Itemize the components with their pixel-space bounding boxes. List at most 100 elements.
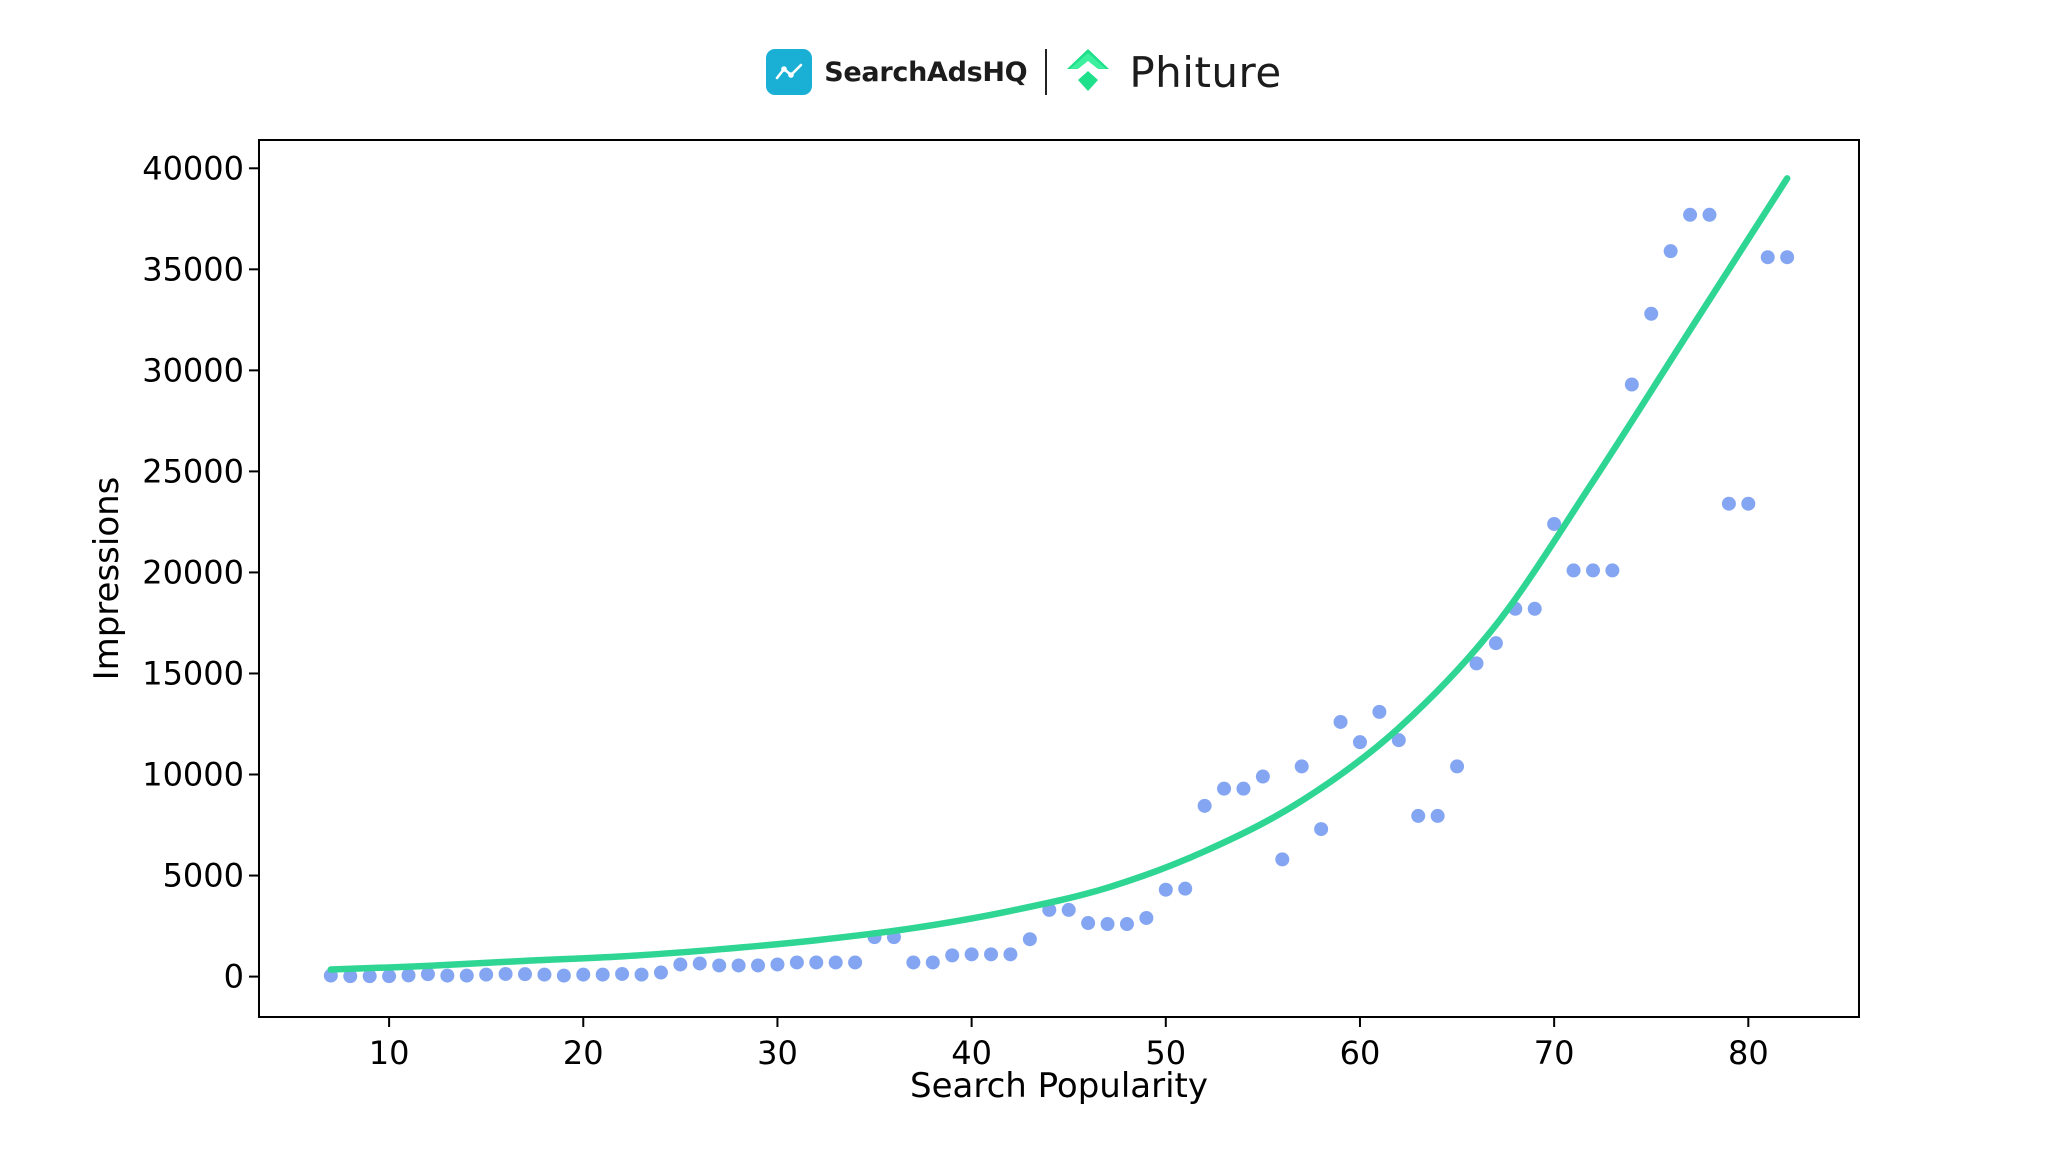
scatter-point: [1566, 563, 1581, 578]
scatter-point: [420, 967, 435, 982]
scatter-point: [1411, 808, 1426, 823]
scatter-point: [556, 968, 571, 983]
scatter-point: [1488, 636, 1503, 651]
scatter-point: [498, 966, 513, 981]
scatter-point: [1294, 759, 1309, 774]
scatter-point: [1702, 207, 1717, 222]
x-tick-label: 60: [1340, 1034, 1381, 1072]
scatter-point: [1683, 207, 1698, 222]
diamond-chevron-icon: [1065, 47, 1111, 97]
phiture-logo: Phiture: [1065, 47, 1281, 97]
scatter-point: [1450, 759, 1465, 774]
scatter-point: [1314, 822, 1329, 837]
scatter-point: [809, 955, 824, 970]
scatter-point: [731, 958, 746, 973]
scatter-point: [595, 967, 610, 982]
scatter-point: [789, 955, 804, 970]
scatter-point: [1139, 910, 1154, 925]
y-tick-label: 30000: [142, 351, 244, 389]
x-tick-label: 40: [951, 1034, 992, 1072]
scatter-point: [382, 969, 397, 984]
brand-name-searchadshq: SearchAdsHQ: [824, 56, 1028, 88]
scatter-point: [848, 955, 863, 970]
y-axis-ticks: 0 5000 10000 15000 20000 25000 30000 35000 40000: [142, 149, 259, 996]
scatter-point: [1644, 306, 1659, 321]
scatter-point: [692, 956, 707, 971]
y-tick-label: 25000: [142, 452, 244, 490]
scatter-point: [634, 967, 649, 982]
scatter-point: [1663, 244, 1678, 259]
scatter-point: [576, 967, 591, 982]
scatter-point: [984, 947, 999, 962]
x-tick-label: 80: [1728, 1034, 1769, 1072]
scatter-point: [945, 948, 960, 963]
header-logos: SearchAdsHQ Phiture: [0, 42, 2048, 102]
scatter-point: [1741, 496, 1756, 511]
scatter-point: [1236, 781, 1251, 796]
y-tick-label: 0: [224, 958, 244, 996]
scatter-point: [1061, 902, 1076, 917]
scatter-point: [1100, 917, 1115, 932]
plot-marks: [323, 175, 1795, 984]
scatter-point: [1430, 808, 1445, 823]
scatter-point: [1780, 250, 1795, 265]
scatter-point: [1158, 882, 1173, 897]
scatter-point: [1547, 516, 1562, 531]
scatter-point: [1022, 932, 1037, 947]
y-tick-label: 5000: [163, 857, 244, 895]
y-axis-label: Impressions: [87, 477, 127, 681]
scatter-point: [1760, 250, 1775, 265]
scatter-point: [1081, 916, 1096, 931]
scatter-point: [1391, 733, 1406, 748]
y-tick-label: 15000: [142, 654, 244, 692]
scatter-point: [1585, 563, 1600, 578]
chart-line-icon: [766, 49, 813, 95]
y-tick-label: 35000: [142, 250, 244, 288]
scatter-point: [537, 967, 552, 982]
y-tick-label: 10000: [142, 756, 244, 794]
x-axis-ticks: 10 20 30 40 50 60 70 80: [369, 1017, 1769, 1072]
scatter-point: [1003, 947, 1018, 962]
plot-frame: [258, 139, 1860, 1018]
logo-divider: [1045, 49, 1048, 95]
scatter-point: [964, 947, 979, 962]
brand-name-phiture: Phiture: [1129, 47, 1282, 97]
scatter-point: [401, 968, 416, 983]
scatter-point: [1119, 917, 1134, 932]
scatter-point: [518, 967, 533, 982]
y-tick-label: 40000: [142, 149, 244, 187]
x-tick-label: 70: [1534, 1034, 1575, 1072]
scatter-point: [1333, 714, 1348, 729]
scatter-point: [1721, 496, 1736, 511]
y-tick-label: 20000: [142, 553, 244, 591]
scatter-point: [1275, 852, 1290, 867]
scatter-point: [770, 957, 785, 972]
scatter-point: [653, 965, 668, 980]
x-axis-label: Search Popularity: [910, 1066, 1208, 1106]
scatter-point: [1469, 656, 1484, 671]
scatter-point: [1527, 601, 1542, 616]
scatter-point: [479, 967, 494, 982]
scatter-point: [751, 958, 766, 973]
x-tick-label: 30: [757, 1034, 798, 1072]
scatter-point: [828, 955, 843, 970]
scatter-point: [673, 957, 688, 972]
scatter-point: [925, 955, 940, 970]
scatter-point: [362, 969, 377, 984]
scatter-point: [1197, 798, 1212, 813]
scatter-point: [459, 968, 474, 983]
scatter-point: [1605, 563, 1620, 578]
scatter-point: [1624, 377, 1639, 392]
scatter-point: [712, 958, 727, 973]
scatter-point: [1217, 781, 1232, 796]
scatter-point: [1352, 735, 1367, 750]
scatter-point: [440, 968, 455, 983]
scatter-point: [1372, 704, 1387, 719]
x-tick-label: 20: [563, 1034, 604, 1072]
scatter-point: [1178, 881, 1193, 896]
x-tick-label: 10: [369, 1034, 410, 1072]
searchadshq-logo: SearchAdsHQ: [766, 49, 1028, 95]
trend-line: [327, 175, 1791, 973]
scatter-point: [1255, 769, 1270, 784]
scatter-point: [343, 969, 358, 984]
